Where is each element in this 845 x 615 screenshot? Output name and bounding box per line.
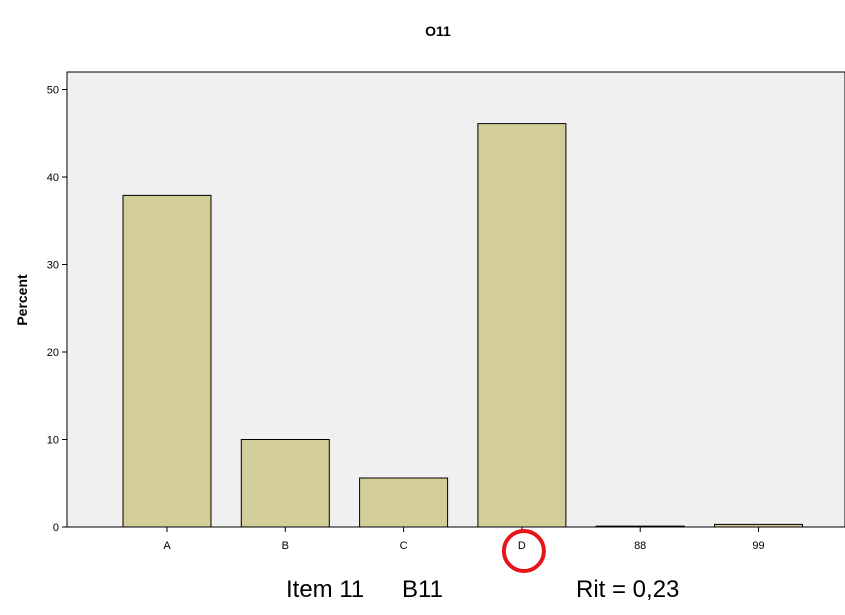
y-tick-label: 0 bbox=[53, 522, 59, 534]
y-axis-label: Percent bbox=[14, 274, 30, 326]
y-tick-label: 40 bbox=[47, 172, 59, 184]
y-tick-label: 20 bbox=[47, 347, 59, 359]
bar-C bbox=[359, 477, 449, 528]
bar-B bbox=[240, 439, 330, 528]
bars bbox=[122, 123, 803, 528]
x-tick-label-99: 99 bbox=[752, 540, 764, 552]
chart-title: O11 bbox=[425, 23, 451, 39]
y-tick-label: 10 bbox=[47, 435, 59, 447]
x-tick-label-88: 88 bbox=[634, 540, 646, 552]
highlight-circle bbox=[501, 529, 546, 573]
x-tick-label-A: A bbox=[163, 540, 171, 552]
y-tick-label: 30 bbox=[47, 260, 59, 272]
x-tick-label-C: C bbox=[400, 540, 408, 552]
caption-code: B11 bbox=[402, 576, 443, 603]
bar-A bbox=[122, 194, 212, 528]
bar-D bbox=[477, 123, 567, 528]
y-tick-label: 50 bbox=[47, 85, 59, 97]
x-axis: A B C D 88 99 bbox=[163, 527, 765, 552]
x-tick-label-B: B bbox=[282, 540, 289, 552]
y-axis: 0 10 20 30 40 50 bbox=[47, 85, 67, 534]
x-tick-label-D: D bbox=[518, 540, 526, 552]
bar-88 bbox=[595, 525, 685, 528]
caption-item: Item 11 bbox=[286, 576, 364, 603]
caption-rit: Rit = 0,23 bbox=[576, 576, 679, 603]
bar-99 bbox=[714, 523, 803, 528]
